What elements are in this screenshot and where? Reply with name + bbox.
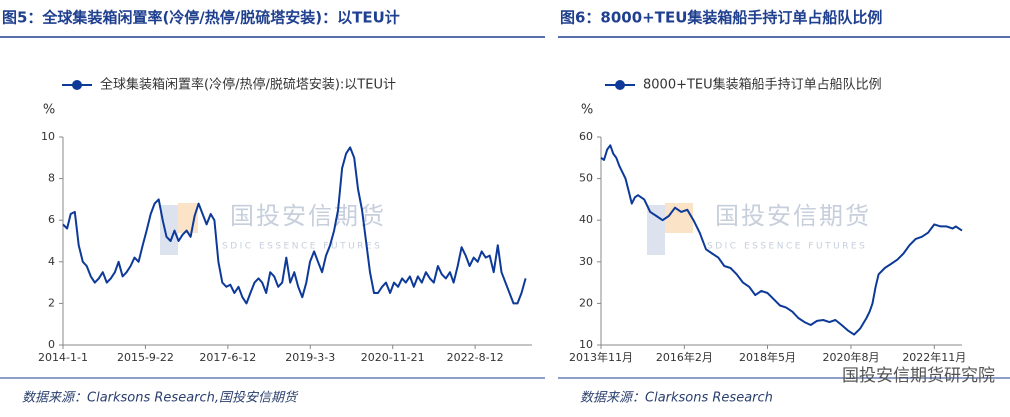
chart-title: 图5：全球集装箱闲置率(冷停/热停/脱硫塔安装)：以TEU计 xyxy=(2,9,400,27)
watermark: 国投安信期货 xyxy=(715,202,871,230)
legend-marker xyxy=(615,80,625,90)
y-tick-label: 4 xyxy=(48,255,55,268)
y-tick-label: 10 xyxy=(41,130,55,143)
logo xyxy=(160,203,693,255)
x-tick-label: 2020年8月 xyxy=(822,350,879,364)
x-tick-label: 2020-11-21 xyxy=(361,351,425,364)
watermark-sub: SDIC ESSENCE FUTURES xyxy=(222,242,382,252)
x-tick-label: 2022-8-12 xyxy=(447,351,504,364)
y-tick-label: 50 xyxy=(579,172,593,185)
x-tick-label: 2015-9-22 xyxy=(117,351,174,364)
y-tick-label: 6 xyxy=(48,213,55,226)
legend-marker xyxy=(72,80,82,90)
x-tick-label: 2014-1-1 xyxy=(38,351,88,364)
x-tick-label: 2016年2月 xyxy=(656,350,713,364)
y-tick-label: 20 xyxy=(579,296,593,309)
y-tick-label: 10 xyxy=(579,338,593,351)
x-tick-label: 2013年11月 xyxy=(569,350,633,364)
x-tick-label: 2018年5月 xyxy=(739,350,796,364)
y-unit: % xyxy=(581,103,593,118)
y-tick-label: 8 xyxy=(48,172,55,185)
y-tick-label: 60 xyxy=(579,130,593,143)
watermark-sub: SDIC ESSENCE FUTURES xyxy=(707,242,867,252)
y-tick-label: 40 xyxy=(579,213,593,226)
legend-label: 全球集装箱闲置率(冷停/热停/脱硫塔安装):以TEU计 xyxy=(100,77,396,93)
x-tick-label: 2019-3-3 xyxy=(285,351,335,364)
y-tick-label: 30 xyxy=(579,255,593,268)
data-line xyxy=(600,144,963,336)
x-tick-label: 2017-6-12 xyxy=(199,351,256,364)
account-watermark: 国投安信期货研究院 xyxy=(842,366,995,386)
y-unit: % xyxy=(43,103,55,118)
data-line xyxy=(62,146,527,305)
y-tick-label: 2 xyxy=(48,296,55,309)
legend-label: 8000+TEU集装箱船手持订单占船队比例 xyxy=(643,77,882,93)
chart-title: 图6：8000+TEU集装箱船手持订单占船队比例 xyxy=(560,9,882,27)
watermark: 国投安信期货 xyxy=(230,202,386,230)
source: 数据来源：Clarksons Research xyxy=(580,391,773,406)
source: 数据来源：Clarksons Research,国投安信期货 xyxy=(22,391,299,406)
y-tick-label: 0 xyxy=(48,338,55,351)
x-tick-label: 2022年11月 xyxy=(902,350,966,364)
